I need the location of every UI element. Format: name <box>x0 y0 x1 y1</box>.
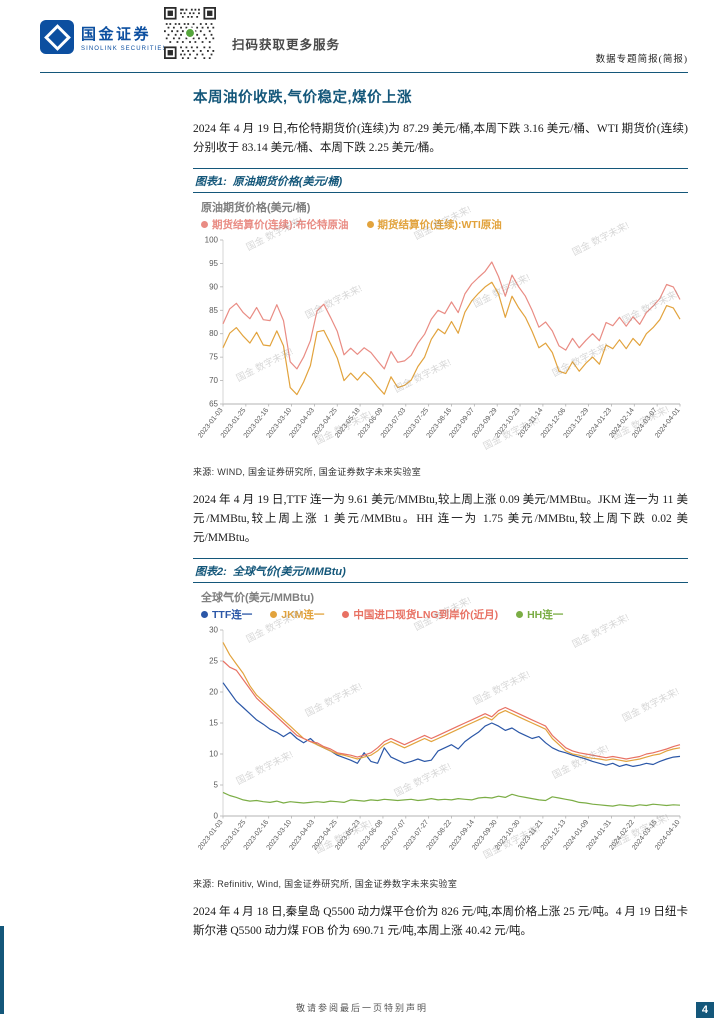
legend-dot-icon <box>270 611 278 619</box>
chart2-legend: TTF连一 JKM连一 中国进口现货LNG到岸价(近月) HH连一 <box>201 607 688 622</box>
svg-text:10: 10 <box>209 750 218 759</box>
figure2-caption-title: 全球气价(美元/MMBtu) <box>232 566 346 579</box>
chart1-inner-title: 原油期货价格(美元/桶) <box>201 202 311 215</box>
logo-cn-text: 国金证券 <box>81 25 152 43</box>
legend-label: HH连一 <box>527 609 564 622</box>
paragraph-coal: 2024 年 4 月 18 日,秦皇岛 Q5500 动力煤平仓价为 826 元/… <box>193 906 688 937</box>
legend-dot-icon <box>201 611 208 619</box>
page-number: 4 <box>695 1002 714 1018</box>
svg-text:95: 95 <box>209 259 218 268</box>
legend-label: 期货结算价(连续):布伦特原油 <box>212 219 349 232</box>
footer-accent-bar <box>0 926 4 1014</box>
legend-label: 中国进口现货LNG到岸价(近月) <box>353 609 499 622</box>
logo-diamond-shape <box>43 23 71 51</box>
footer-disclaimer: 敬请参阅最后一页特别声明 <box>295 1003 428 1013</box>
svg-text:75: 75 <box>209 353 218 362</box>
legend-item: 期货结算价(连续):WTI原油 <box>366 217 502 232</box>
svg-text:65: 65 <box>209 400 218 409</box>
paragraph-oil: 2024 年 4 月 19 日,布伦特期货价(连续)为 87.29 美元/桶,本… <box>193 123 688 154</box>
figure2-caption: 图表2: 全球气价(美元/MMBtu) <box>193 558 688 584</box>
legend-item: HH连一 <box>516 607 563 622</box>
report-body: 本周油价收跌,气价稳定,煤价上涨 2024 年 4 月 19 日,布伦特期货价(… <box>193 86 688 951</box>
qr-caption: 扫码获取更多服务 <box>232 38 341 52</box>
figure1-source: 来源: WIND, 国金证券研究所, 国金证券数字未来实验室 <box>193 467 421 478</box>
figure1-caption-title: 原油期货价格(美元/桶) <box>232 176 343 189</box>
legend-label: 期货结算价(连续):WTI原油 <box>377 219 502 232</box>
chart2-inner-title: 全球气价(美元/MMBtu) <box>201 592 315 605</box>
page-title: 本周油价收跌,气价稳定,煤价上涨 <box>193 90 413 106</box>
svg-text:0: 0 <box>214 812 219 821</box>
figure2-source: 来源: Refinitiv, Wind, 国金证券研究所, 国金证券数字未来实验… <box>193 879 458 890</box>
svg-text:15: 15 <box>209 719 218 728</box>
legend-label: JKM连一 <box>281 609 325 622</box>
sinolink-logo: 国金证券 SINOLINK SECURITIES <box>40 20 168 54</box>
figure2-caption-label: 图表2: <box>195 566 227 579</box>
legend-item: 中国进口现货LNG到岸价(近月) <box>342 607 498 622</box>
legend-dot-icon <box>516 611 524 619</box>
svg-text:25: 25 <box>209 657 218 666</box>
paragraph-gas: 2024 年 4 月 19 日,TTF 连一为 9.61 美元/MMBtu,较上… <box>193 494 688 544</box>
sinolink-logo-icon <box>40 20 74 54</box>
svg-text:20: 20 <box>209 688 218 697</box>
qr-code-icon <box>164 7 216 59</box>
svg-text:30: 30 <box>209 626 218 635</box>
page-header: 国金证券 SINOLINK SECURITIES 扫码获取更多服务 数据专题简报… <box>40 0 688 72</box>
svg-text:90: 90 <box>209 283 218 292</box>
svg-text:85: 85 <box>209 306 218 315</box>
crude-oil-futures-chart: 原油期货价格(美元/桶) 期货结算价(连续):布伦特原油 期货结算价(连续):WT… <box>193 199 688 462</box>
legend-item: TTF连一 <box>201 607 252 622</box>
legend-dot-icon <box>366 221 374 229</box>
header-divider <box>40 72 688 73</box>
svg-text:70: 70 <box>209 376 218 385</box>
chart1-canvas: 657075808590951002023-01-032023-01-25202… <box>197 236 682 440</box>
chart2-canvas: 0510152025302023-01-032023-01-252023-02-… <box>197 626 682 852</box>
legend-dot-icon <box>201 221 208 229</box>
figure1-caption: 图表1: 原油期货价格(美元/桶) <box>193 168 688 194</box>
logo-en-text: SINOLINK SECURITIES <box>81 45 168 52</box>
figure1-caption-label: 图表1: <box>195 176 227 189</box>
legend-dot-icon <box>342 611 350 619</box>
svg-text:100: 100 <box>205 236 219 245</box>
doc-type-label: 数据专题简报(简报) <box>595 55 688 65</box>
svg-text:5: 5 <box>214 781 219 790</box>
global-gas-price-chart: 全球气价(美元/MMBtu) TTF连一 JKM连一 中国进口现货LNG到岸价(近月… <box>193 589 688 874</box>
legend-item: JKM连一 <box>270 607 324 622</box>
svg-text:80: 80 <box>209 329 218 338</box>
chart1-legend: 期货结算价(连续):布伦特原油 期货结算价(连续):WTI原油 <box>201 217 688 232</box>
legend-label: TTF连一 <box>212 609 253 622</box>
legend-item: 期货结算价(连续):布伦特原油 <box>201 217 349 232</box>
logo-text-block: 国金证券 SINOLINK SECURITIES <box>81 23 168 52</box>
